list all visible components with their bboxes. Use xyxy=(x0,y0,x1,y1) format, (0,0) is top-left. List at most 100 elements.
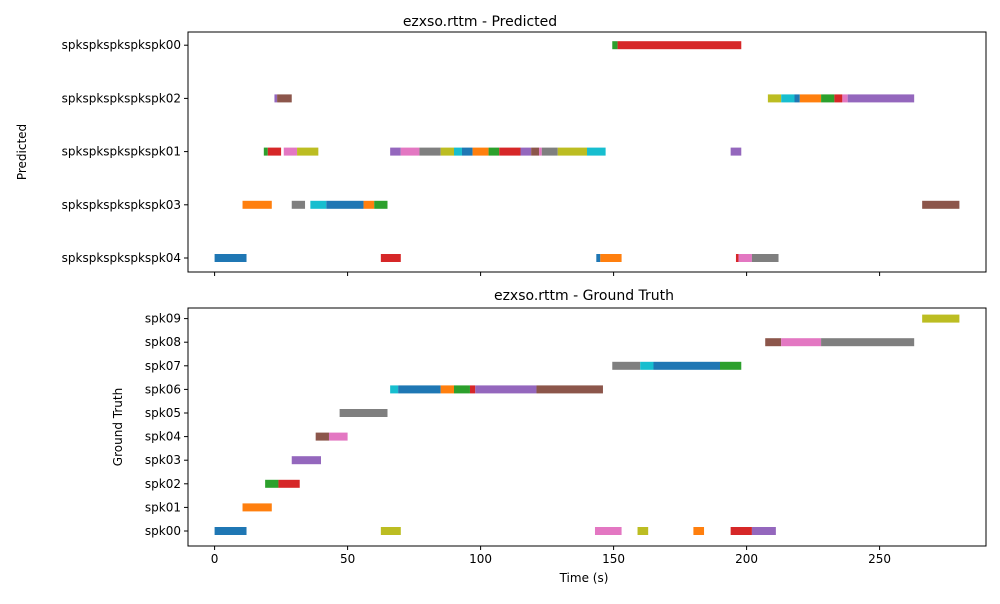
ground-truth-segments xyxy=(214,314,960,535)
ground-truth-segment-spk08-2 xyxy=(781,338,822,347)
ground-truth-ytick-label-spk08: spk08 xyxy=(145,335,181,349)
predicted-segment-spkspkspkspkspk01-16 xyxy=(390,147,401,156)
predicted-segment-spkspkspkspkspk04-41 xyxy=(596,254,601,262)
predicted-segment-spkspkspkspkspk04-43 xyxy=(735,254,739,262)
predicted-segments xyxy=(214,41,960,262)
ground-truth-segment-spk07-4 xyxy=(612,361,641,370)
predicted-segment-spkspkspkspkspk03-36 xyxy=(363,200,375,209)
ground-truth-segment-spk06-12 xyxy=(469,385,476,394)
ground-truth-segment-spk00-23 xyxy=(380,527,401,535)
predicted-segment-spkspkspkspkspk01-21 xyxy=(461,147,473,156)
predicted-segment-spkspkspkspkspk02-4 xyxy=(767,94,782,103)
predicted-segment-spkspkspkspkspk01-19 xyxy=(440,147,454,156)
predicted-segment-spkspkspkspkspk04-42 xyxy=(600,254,622,262)
ground-truth-segment-spk06-9 xyxy=(398,385,441,394)
predicted-segment-spkspkspkspkspk03-38 xyxy=(922,200,960,209)
predicted-ytick-label-spkspkspkspkspk03: spkspkspkspkspk03 xyxy=(62,198,181,212)
predicted-ticks: spkspkspkspkspk04 spkspkspkspkspk03 spkspk… xyxy=(62,38,881,276)
predicted-axes-frame xyxy=(187,31,987,273)
predicted-segment-spkspkspkspkspk01-14 xyxy=(283,147,298,156)
ground-truth-segment-spk07-6 xyxy=(653,361,720,370)
predicted-ytick-label-spkspkspkspkspk02: spkspkspkspkspk02 xyxy=(62,91,181,105)
predicted-segment-spkspkspkspkspk01-27 xyxy=(539,147,542,156)
ground-truth-ytick-label-spk01: spk01 xyxy=(145,500,181,514)
ground-truth-axes-frame xyxy=(187,307,987,547)
predicted-segment-spkspkspkspkspk01-12 xyxy=(263,147,268,156)
ground-truth-segment-spk02-20 xyxy=(278,479,300,488)
ground-truth-segment-spk00-24 xyxy=(594,527,622,535)
ground-truth-ytick-label-spk02: spk02 xyxy=(145,477,181,491)
predicted-segment-spkspkspkspkspk02-6 xyxy=(794,94,800,103)
predicted-segment-spkspkspkspkspk03-37 xyxy=(374,200,388,209)
predicted-segment-spkspkspkspkspk02-10 xyxy=(842,94,848,103)
predicted-segment-spkspkspkspkspk01-18 xyxy=(419,147,441,156)
ground-truth-segment-spk04-16 xyxy=(315,432,329,441)
ground-truth-segment-spk06-13 xyxy=(475,385,537,394)
ground-truth-segment-spk03-18 xyxy=(291,456,321,465)
predicted-segment-spkspkspkspkspk02-2 xyxy=(274,94,278,103)
predicted-segment-spkspkspkspkspk01-26 xyxy=(531,147,540,156)
ground-truth-segment-spk00-25 xyxy=(637,527,649,535)
ground-truth-segment-spk06-10 xyxy=(440,385,454,394)
ground-truth-ytick-label-spk07: spk07 xyxy=(145,359,181,373)
xtick-label-100: 100 xyxy=(469,552,492,566)
predicted-segment-spkspkspkspkspk03-33 xyxy=(291,200,306,209)
ground-truth-segment-spk00-27 xyxy=(730,527,752,535)
ground-truth-segment-spk00-26 xyxy=(693,527,705,535)
predicted-ytick-label-spkspkspkspkspk01: spkspkspkspkspk01 xyxy=(62,145,181,159)
predicted-segment-spkspkspkspkspk02-9 xyxy=(834,94,843,103)
predicted-segment-spkspkspkspkspk02-7 xyxy=(799,94,822,103)
xtick-label-50: 50 xyxy=(340,552,355,566)
ground-truth-segment-spk00-22 xyxy=(214,527,247,535)
ground-truth-segment-spk05-15 xyxy=(339,409,388,417)
predicted-segment-spkspkspkspkspk04-44 xyxy=(738,254,752,262)
predicted-segment-spkspkspkspkspk02-5 xyxy=(781,94,795,103)
predicted-segment-spkspkspkspkspk02-11 xyxy=(847,94,915,103)
ground-truth-ytick-label-spk06: spk06 xyxy=(145,382,181,396)
predicted-segment-spkspkspkspkspk00-1 xyxy=(617,41,742,50)
ground-truth-ticks: spk00 spk01 spk02 spk03 spk04 spk05 spk06 spk07… xyxy=(145,312,891,566)
predicted-segment-spkspkspkspkspk03-32 xyxy=(242,200,272,209)
predicted-segment-spkspkspkspkspk01-22 xyxy=(472,147,489,156)
predicted-segment-spkspkspkspkspk01-23 xyxy=(488,147,500,156)
predicted-segment-spkspkspkspkspk03-34 xyxy=(310,200,327,209)
xtick-label-200: 200 xyxy=(735,552,758,566)
predicted-segment-spkspkspkspkspk01-13 xyxy=(267,147,282,156)
ground-truth-panel: ezxso.rttm - Ground Truth Ground Truth T… xyxy=(111,288,987,585)
ground-truth-ytick-label-spk03: spk03 xyxy=(145,453,181,467)
xtick-label-0: 0 xyxy=(211,552,219,566)
predicted-segment-spkspkspkspkspk01-25 xyxy=(520,147,532,156)
predicted-segment-spkspkspkspkspk02-3 xyxy=(277,94,292,103)
predicted-segment-spkspkspkspkspk01-30 xyxy=(587,147,606,156)
predicted-segment-spkspkspkspkspk01-31 xyxy=(730,147,742,156)
predicted-title: ezxso.rttm - Predicted xyxy=(403,14,557,30)
predicted-segment-spkspkspkspkspk01-20 xyxy=(454,147,462,156)
ground-truth-segment-spk06-8 xyxy=(390,385,399,394)
ground-truth-segment-spk06-14 xyxy=(536,385,603,394)
xtick-label-150: 150 xyxy=(602,552,625,566)
xtick-label-250: 250 xyxy=(868,552,891,566)
predicted-segment-spkspkspkspkspk03-35 xyxy=(326,200,364,209)
predicted-ytick-label-spkspkspkspkspk04: spkspkspkspkspk04 xyxy=(62,251,181,265)
ground-truth-segment-spk08-3 xyxy=(821,338,915,347)
ground-truth-ytick-label-spk09: spk09 xyxy=(145,312,181,326)
predicted-segment-spkspkspkspkspk01-17 xyxy=(400,147,420,156)
predicted-segment-spkspkspkspkspk04-40 xyxy=(380,254,401,262)
ground-truth-y-axis-label: Ground Truth xyxy=(111,388,125,466)
predicted-ytick-label-spkspkspkspkspk00: spkspkspkspkspk00 xyxy=(62,38,181,52)
x-axis-label: Time (s) xyxy=(559,571,609,585)
predicted-segment-spkspkspkspkspk01-24 xyxy=(499,147,521,156)
ground-truth-segment-spk04-17 xyxy=(328,432,348,441)
ground-truth-segment-spk00-28 xyxy=(751,527,776,535)
ground-truth-segment-spk08-1 xyxy=(765,338,782,347)
predicted-segment-spkspkspkspkspk04-45 xyxy=(751,254,779,262)
predicted-panel: ezxso.rttm - Predicted Predicted spkspks… xyxy=(15,14,987,276)
ground-truth-ytick-label-spk05: spk05 xyxy=(145,406,181,420)
ground-truth-segment-spk07-7 xyxy=(720,361,742,370)
predicted-segment-spkspkspkspkspk01-29 xyxy=(557,147,587,156)
predicted-segment-spkspkspkspkspk01-28 xyxy=(541,147,558,156)
ground-truth-segment-spk07-5 xyxy=(640,361,654,370)
ground-truth-segment-spk01-21 xyxy=(242,503,272,512)
